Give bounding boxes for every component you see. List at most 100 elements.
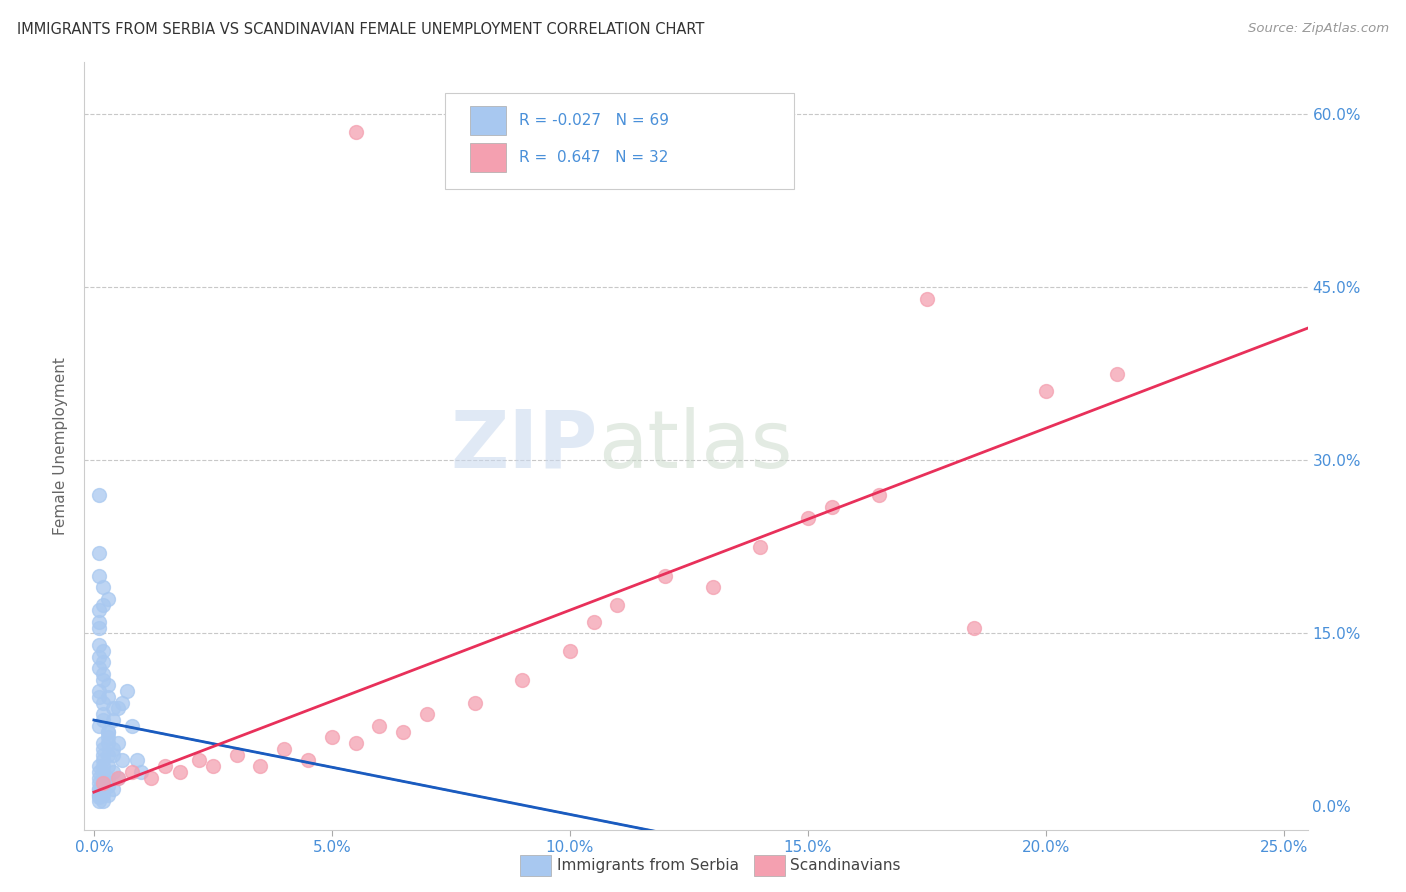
Point — [97, 788, 120, 802]
Point — [510, 673, 533, 687]
Point — [97, 724, 120, 739]
Point — [101, 764, 124, 779]
Bar — [470, 106, 506, 136]
Point — [139, 771, 162, 785]
Point — [87, 759, 110, 773]
Point — [225, 747, 247, 762]
Point — [93, 753, 115, 767]
Point — [368, 719, 391, 733]
Point — [87, 764, 110, 779]
Point — [101, 741, 124, 756]
Point — [93, 696, 115, 710]
Point — [87, 621, 110, 635]
Point — [93, 776, 115, 790]
Point — [97, 731, 120, 745]
Point — [131, 764, 153, 779]
Point — [93, 673, 115, 687]
Point — [87, 690, 110, 704]
Point — [93, 747, 115, 762]
Point — [97, 690, 120, 704]
Point — [87, 568, 110, 582]
Point — [93, 666, 115, 681]
Point — [87, 782, 110, 797]
Point — [169, 764, 191, 779]
Point — [87, 684, 110, 698]
Point — [93, 713, 115, 727]
Point — [101, 747, 124, 762]
Text: IMMIGRANTS FROM SERBIA VS SCANDINAVIAN FEMALE UNEMPLOYMENT CORRELATION CHART: IMMIGRANTS FROM SERBIA VS SCANDINAVIAN F… — [17, 22, 704, 37]
Point — [107, 771, 129, 785]
Point — [93, 580, 115, 594]
Point — [87, 782, 110, 797]
Bar — [470, 143, 506, 172]
Point — [97, 747, 120, 762]
Point — [87, 788, 110, 802]
Point — [101, 701, 124, 715]
Point — [249, 759, 271, 773]
FancyBboxPatch shape — [446, 93, 794, 189]
Point — [107, 771, 129, 785]
Point — [1107, 367, 1129, 381]
Point — [297, 753, 319, 767]
Point — [87, 638, 110, 652]
Point — [87, 615, 110, 629]
Point — [107, 736, 129, 750]
Point — [93, 598, 115, 612]
Point — [464, 696, 486, 710]
Text: R = -0.027   N = 69: R = -0.027 N = 69 — [519, 113, 669, 128]
Point — [820, 500, 842, 514]
Point — [87, 788, 110, 802]
Point — [111, 753, 134, 767]
Point — [93, 788, 115, 802]
Point — [273, 741, 295, 756]
Point — [392, 724, 415, 739]
Point — [93, 782, 115, 797]
Point — [416, 707, 439, 722]
Text: Immigrants from Serbia: Immigrants from Serbia — [557, 858, 738, 872]
Point — [101, 782, 124, 797]
Point — [749, 540, 772, 554]
Y-axis label: Female Unemployment: Female Unemployment — [53, 357, 69, 535]
Point — [97, 724, 120, 739]
Point — [87, 794, 110, 808]
Point — [702, 580, 724, 594]
Point — [344, 736, 367, 750]
Point — [558, 644, 581, 658]
Point — [87, 776, 110, 790]
Point — [87, 771, 110, 785]
Point — [93, 759, 115, 773]
Point — [87, 603, 110, 617]
Text: atlas: atlas — [598, 407, 793, 485]
Point — [87, 546, 110, 560]
Point — [115, 684, 138, 698]
Point — [1035, 384, 1057, 399]
Point — [344, 125, 367, 139]
Point — [111, 696, 134, 710]
Point — [97, 779, 120, 793]
Text: Scandinavians: Scandinavians — [790, 858, 901, 872]
Point — [187, 753, 209, 767]
Point — [582, 615, 605, 629]
Text: ZIP: ZIP — [451, 407, 598, 485]
Point — [155, 759, 177, 773]
Point — [121, 764, 143, 779]
Point — [93, 764, 115, 779]
Point — [97, 771, 120, 785]
Point — [87, 719, 110, 733]
Point — [93, 736, 115, 750]
Point — [87, 661, 110, 675]
Point — [93, 707, 115, 722]
Point — [125, 753, 148, 767]
Point — [121, 719, 143, 733]
Point — [868, 488, 890, 502]
Point — [97, 736, 120, 750]
Point — [97, 591, 120, 606]
Point — [87, 790, 110, 805]
Point — [915, 292, 938, 306]
Point — [97, 678, 120, 692]
Point — [93, 771, 115, 785]
Point — [97, 759, 120, 773]
Point — [93, 655, 115, 669]
Point — [606, 598, 628, 612]
Point — [93, 794, 115, 808]
